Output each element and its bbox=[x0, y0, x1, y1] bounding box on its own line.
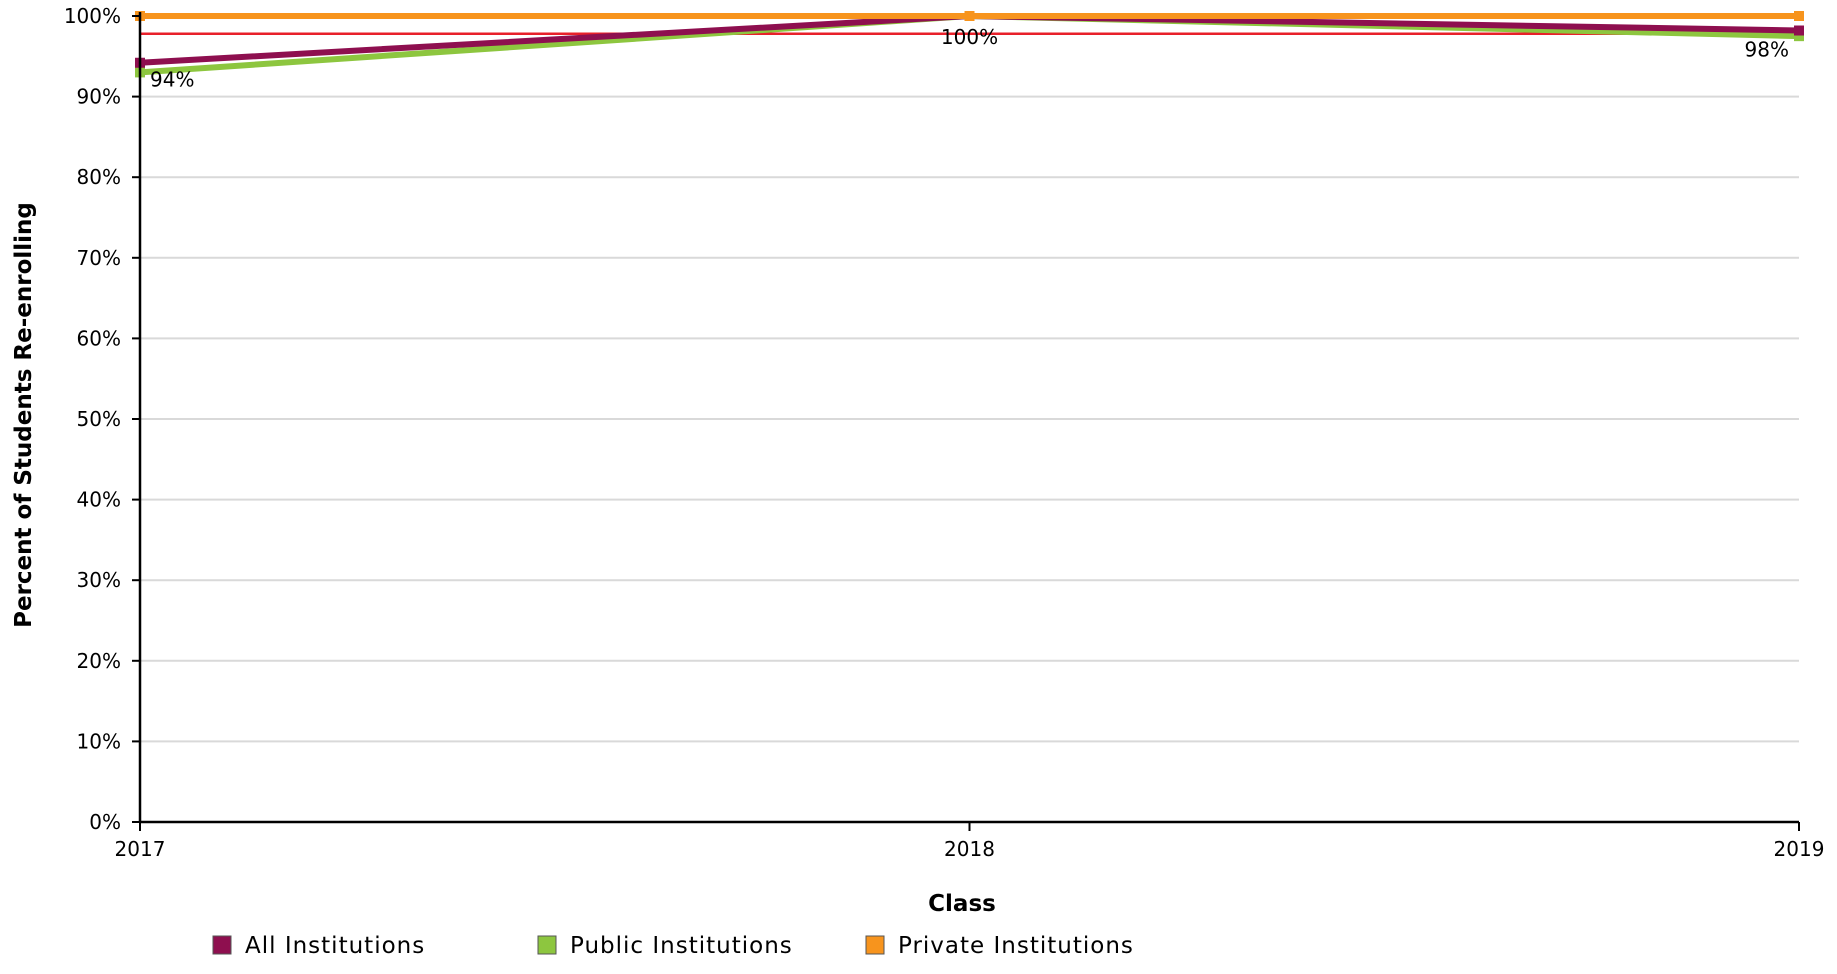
legend-swatch bbox=[537, 935, 557, 955]
data-point bbox=[1794, 31, 1804, 42]
y-tick-label: 0% bbox=[89, 810, 121, 834]
y-tick-label: 30% bbox=[77, 568, 121, 592]
data-label: 98% bbox=[1745, 38, 1789, 62]
x-tick-label: 2019 bbox=[1774, 837, 1825, 861]
gridlines bbox=[140, 15, 1799, 743]
y-tick-label: 50% bbox=[77, 407, 121, 431]
data-point bbox=[1794, 25, 1804, 36]
series-layer bbox=[135, 11, 1804, 78]
y-tick-label: 90% bbox=[77, 85, 121, 109]
y-axis-title: Percent of Students Re-enrolling bbox=[11, 202, 37, 628]
y-tick-label: 10% bbox=[77, 729, 121, 753]
y-tick-label: 40% bbox=[77, 488, 121, 512]
data-label: 100% bbox=[941, 25, 998, 49]
legend: All Institutions Public Institutions Priva… bbox=[212, 933, 1134, 959]
x-tick-label: 2018 bbox=[944, 837, 995, 861]
data-labels: 94% 100% 98% bbox=[150, 25, 1789, 92]
data-label: 94% bbox=[150, 68, 194, 92]
x-axis-title: Class bbox=[928, 891, 996, 917]
axes: 0% 10% 20% 30% 40% 50% 60% 70% 80% 90% 100% 2017 201… bbox=[64, 4, 1825, 861]
x-tick-label: 2017 bbox=[115, 837, 166, 861]
data-point bbox=[1794, 11, 1804, 21]
legend-label: Public Institutions bbox=[570, 933, 793, 959]
legend-label: All Institutions bbox=[245, 933, 425, 959]
legend-swatch bbox=[212, 935, 232, 955]
y-tick-label: 100% bbox=[64, 4, 121, 28]
legend-swatch bbox=[865, 935, 885, 955]
legend-label: Private Institutions bbox=[898, 933, 1134, 959]
y-tick-label: 70% bbox=[77, 246, 121, 270]
y-tick-label: 20% bbox=[77, 649, 121, 673]
data-point bbox=[964, 11, 975, 21]
y-tick-label: 80% bbox=[77, 165, 121, 189]
y-tick-label: 60% bbox=[77, 326, 121, 350]
